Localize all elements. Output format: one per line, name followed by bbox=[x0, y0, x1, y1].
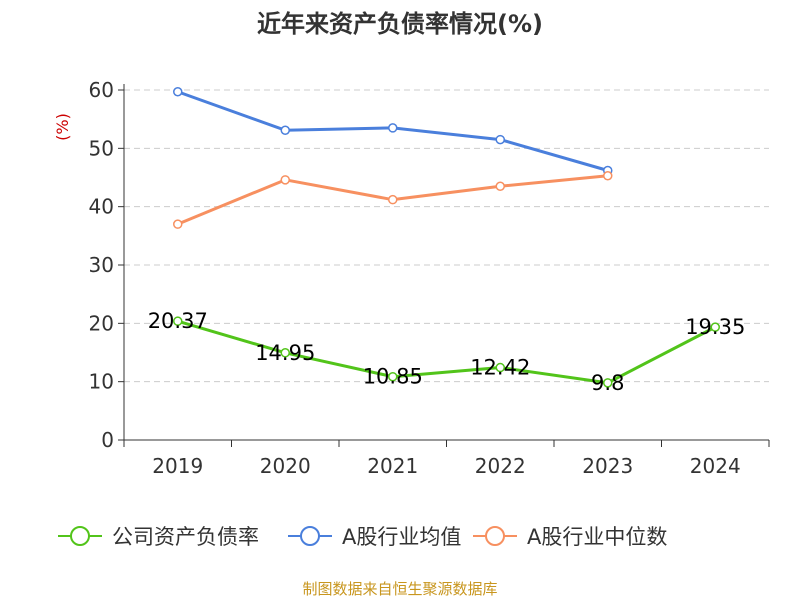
y-tick-label: 10 bbox=[89, 370, 114, 394]
legend-item-0[interactable]: 公司资产负债率 bbox=[58, 525, 259, 549]
data-label: 12.42 bbox=[470, 356, 530, 380]
legend-label: 公司资产负债率 bbox=[112, 525, 259, 549]
legend-item-1[interactable]: A股行业均值 bbox=[288, 525, 461, 549]
data-point-2 bbox=[280, 175, 290, 185]
data-point-0 bbox=[280, 348, 290, 358]
data-point-2 bbox=[495, 181, 505, 191]
legend[interactable]: 公司资产负债率 A股行业均值 A股行业中位数 bbox=[58, 525, 667, 549]
y-tick-label: 30 bbox=[89, 253, 114, 277]
data-label: 10.85 bbox=[363, 365, 423, 389]
y-tick-label: 0 bbox=[101, 428, 114, 452]
legend-label: A股行业均值 bbox=[342, 525, 461, 549]
data-point-1 bbox=[388, 123, 398, 133]
data-point-0 bbox=[495, 362, 505, 373]
source-note: 制图数据来自恒生聚源数据库 bbox=[302, 580, 497, 598]
legend-marker bbox=[485, 526, 505, 546]
data-label: 20.37 bbox=[148, 309, 208, 333]
y-tick-label: 50 bbox=[89, 136, 114, 160]
data-label: 9.8 bbox=[591, 371, 624, 395]
y-axis-label: (%) bbox=[53, 113, 72, 141]
data-point-0 bbox=[388, 371, 398, 382]
data-label: 19.35 bbox=[685, 315, 745, 339]
data-point-2 bbox=[173, 219, 183, 229]
legend-marker bbox=[300, 526, 320, 546]
series-line-0 bbox=[177, 319, 716, 385]
data-point-2 bbox=[388, 194, 398, 205]
x-tick-label: 2023 bbox=[582, 454, 633, 478]
legend-label: A股行业中位数 bbox=[527, 525, 667, 549]
data-point-0 bbox=[603, 378, 613, 388]
y-tick-label: 60 bbox=[89, 78, 114, 102]
x-tick-label: 2021 bbox=[367, 454, 418, 478]
data-point-0 bbox=[710, 322, 720, 332]
legend-item-2[interactable]: A股行业中位数 bbox=[473, 525, 667, 549]
legend-marker bbox=[70, 526, 90, 546]
data-labels: 20.37 14.95 10.85 12.42 9.8 19.35 bbox=[148, 309, 746, 395]
data-label: 14.95 bbox=[255, 341, 315, 365]
series-lines bbox=[173, 87, 720, 388]
axes: 0 10 20 30 40 50 60 2019 2020 2021 2022 2023 2024 bbox=[89, 78, 770, 478]
x-tick-label: 2019 bbox=[152, 454, 203, 478]
x-tick-label: 2020 bbox=[260, 454, 311, 478]
gridlines bbox=[124, 89, 769, 383]
data-point-1 bbox=[280, 125, 290, 135]
data-point-0 bbox=[173, 316, 183, 326]
y-tick-label: 40 bbox=[89, 195, 114, 219]
y-tick-label: 20 bbox=[89, 311, 114, 335]
chart-title: 近年来资产负债率情况(%) bbox=[257, 10, 543, 38]
data-point-1 bbox=[495, 134, 505, 145]
data-point-1 bbox=[173, 87, 183, 97]
data-point-2 bbox=[603, 171, 613, 181]
x-tick-label: 2024 bbox=[690, 454, 741, 478]
x-tick-label: 2022 bbox=[475, 454, 526, 478]
